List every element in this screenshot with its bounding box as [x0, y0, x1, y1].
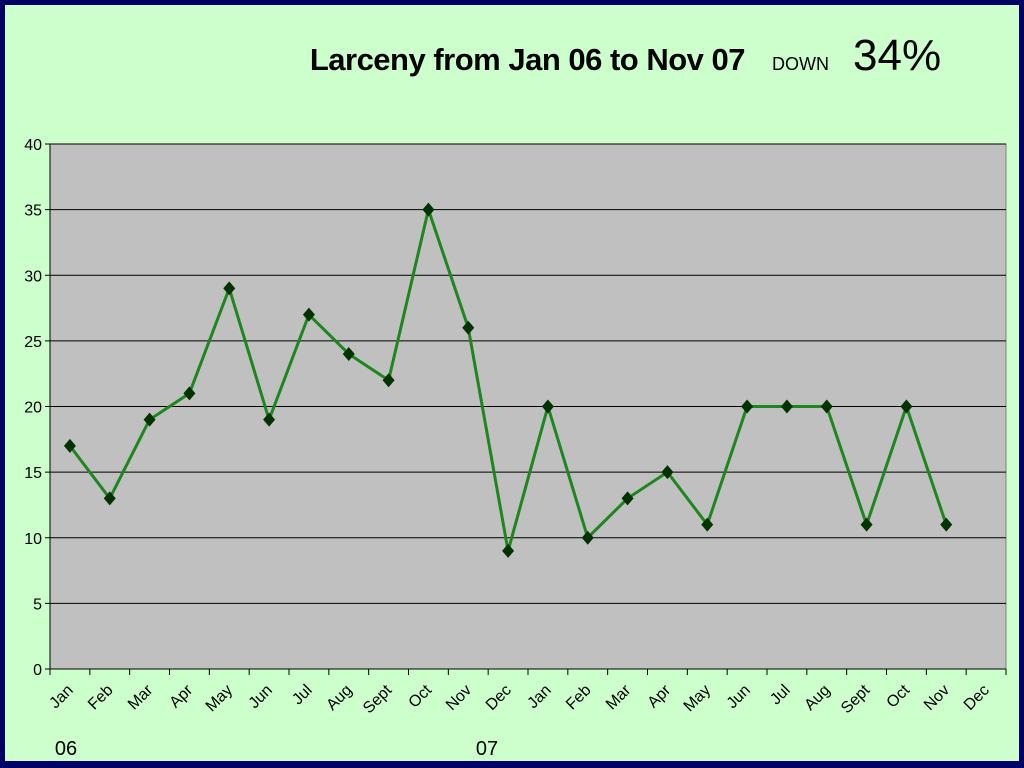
marker [701, 517, 714, 532]
marker [780, 399, 793, 414]
marker [342, 347, 355, 361]
marker [820, 399, 833, 414]
marker [183, 386, 196, 401]
marker [63, 438, 76, 453]
marker [143, 412, 156, 427]
year-label: 06 [55, 738, 77, 760]
marker [382, 373, 395, 388]
marker [541, 399, 554, 414]
marker [860, 517, 873, 532]
marker [621, 491, 634, 506]
marker [581, 530, 594, 545]
marker [263, 412, 276, 427]
marker [741, 399, 754, 414]
y-tick-label: 25 [24, 334, 42, 351]
y-tick-label: 10 [24, 531, 42, 548]
marker [661, 465, 674, 480]
marker [900, 399, 913, 414]
chart-title: Larceny from Jan 06 to Nov 07 [310, 42, 745, 77]
y-tick-label: 5 [33, 596, 42, 613]
marker [223, 281, 236, 296]
marker [502, 543, 515, 558]
y-tick-label: 0 [33, 662, 42, 679]
marker [422, 202, 435, 217]
marker [940, 517, 953, 532]
y-tick-label: 20 [24, 400, 42, 417]
marker [462, 320, 475, 335]
marker [103, 491, 116, 506]
marker [302, 307, 315, 322]
annotation: 34% [853, 31, 941, 80]
annotation: DOWN [772, 54, 829, 74]
y-tick-label: 35 [24, 203, 42, 220]
y-tick-label: 40 [24, 137, 42, 154]
y-tick-label: 15 [24, 465, 42, 482]
y-tick-label: 30 [24, 268, 42, 285]
year-label: 07 [476, 738, 498, 760]
